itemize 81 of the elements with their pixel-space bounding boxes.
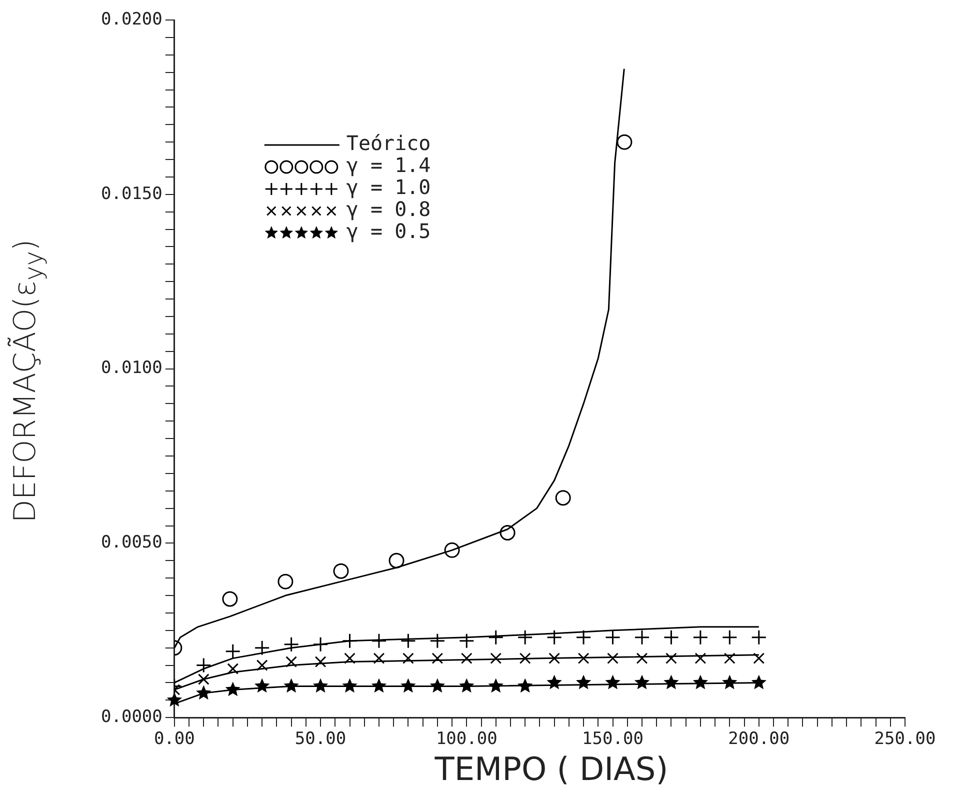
- point: [548, 652, 560, 664]
- point: [254, 678, 270, 693]
- point: [578, 652, 590, 664]
- legend-label: γ = 0.8: [346, 197, 431, 222]
- point: [225, 644, 241, 660]
- point: [278, 574, 294, 590]
- legend-label: γ = 1.0: [346, 175, 431, 200]
- point: [459, 678, 474, 693]
- point: [519, 652, 531, 664]
- point: [400, 633, 416, 649]
- x-tick-label: 50.00: [294, 729, 346, 750]
- point: [666, 652, 677, 664]
- point: [225, 682, 240, 696]
- point: [432, 652, 444, 664]
- point: [634, 630, 650, 646]
- point: [342, 678, 358, 693]
- point: [490, 652, 502, 664]
- point: [724, 652, 736, 664]
- point: [333, 563, 349, 579]
- x-tick-label: 150.00: [582, 729, 644, 750]
- point: [284, 636, 300, 652]
- point: [430, 678, 446, 693]
- point: [198, 674, 210, 685]
- point: [664, 674, 679, 690]
- legend-label: γ = 1.4: [346, 153, 431, 178]
- point: [430, 633, 446, 649]
- point: [517, 678, 533, 693]
- point: [751, 630, 767, 646]
- x-tick-label: 0.00: [154, 729, 195, 750]
- point: [460, 652, 472, 664]
- point: [751, 674, 766, 690]
- point: [458, 633, 474, 649]
- point: [753, 652, 765, 664]
- legend-label: Teórico: [346, 131, 431, 156]
- x-tick-label: 250.00: [874, 729, 936, 750]
- point: [196, 685, 212, 700]
- point: [488, 630, 504, 646]
- point: [694, 652, 706, 664]
- point: [607, 652, 618, 664]
- point: [444, 542, 460, 558]
- point: [576, 674, 592, 690]
- point: [388, 552, 404, 568]
- point: [371, 678, 387, 693]
- point: [312, 678, 328, 693]
- y-tick-label: 0.0150: [100, 184, 162, 204]
- point: [605, 674, 620, 690]
- point: [256, 660, 268, 671]
- legend-label: γ = 0.5: [346, 219, 431, 244]
- point: [517, 630, 533, 646]
- point: [402, 652, 414, 664]
- point: [314, 656, 326, 668]
- point: [616, 134, 632, 150]
- y-tick-label: 0.0100: [100, 358, 162, 378]
- point: [166, 692, 182, 707]
- point: [373, 652, 385, 664]
- y-tick-label: 0.0050: [100, 532, 162, 553]
- point: [254, 640, 270, 656]
- x-axis-title: TEMPO ( DIAS): [434, 750, 670, 788]
- x-tick-label: 200.00: [728, 729, 790, 750]
- point: [222, 591, 238, 607]
- y-tick-label: 0.0200: [100, 9, 162, 30]
- point: [576, 630, 592, 646]
- point: [546, 674, 562, 690]
- point: [284, 678, 299, 693]
- x-tick-label: 100.00: [436, 729, 498, 750]
- point: [344, 652, 356, 664]
- point: [722, 630, 738, 646]
- point: [546, 630, 562, 646]
- point: [634, 674, 650, 690]
- point: [400, 678, 416, 693]
- point: [663, 630, 679, 646]
- point: [488, 678, 504, 693]
- point: [500, 524, 516, 540]
- point: [722, 674, 738, 690]
- point: [227, 663, 239, 674]
- y-tick-label: 0.0000: [100, 707, 162, 728]
- point: [692, 674, 708, 690]
- point: [286, 656, 298, 668]
- point: [692, 630, 708, 646]
- point: [555, 490, 571, 506]
- point: [636, 652, 648, 664]
